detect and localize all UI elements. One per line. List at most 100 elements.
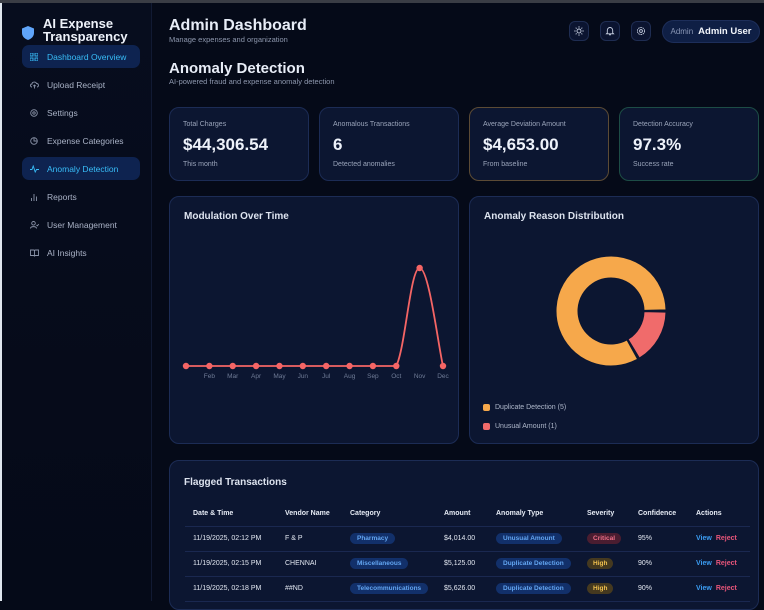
donut-chart-card: Anomaly Reason Distribution Duplicate De… bbox=[469, 196, 759, 444]
window-left-edge bbox=[0, 3, 2, 601]
settings-button[interactable] bbox=[631, 21, 651, 41]
reject-link[interactable]: Reject bbox=[715, 535, 737, 542]
sidebar-item-anomaly-detection[interactable]: Anomaly Detection bbox=[22, 157, 140, 180]
page-subtitle: Manage expenses and organization bbox=[169, 35, 288, 44]
stat-label: Total Charges bbox=[183, 121, 227, 128]
theme-toggle-button[interactable] bbox=[569, 21, 589, 41]
stat-card-average-deviation: Average Deviation Amount $4,653.00 From … bbox=[469, 107, 609, 181]
col-header: Category bbox=[342, 501, 436, 527]
stat-sub: Detected anomalies bbox=[333, 161, 395, 168]
data-point-feb bbox=[206, 362, 213, 370]
cell-vendor: CHENNAI bbox=[277, 551, 342, 577]
x-tick-label: Oct bbox=[391, 373, 401, 380]
cell-severity: High bbox=[579, 576, 630, 602]
sidebar-item-expense-categories[interactable]: Expense Categories bbox=[22, 129, 140, 152]
bar-chart-icon bbox=[29, 192, 39, 202]
severity-badge: High bbox=[587, 583, 614, 594]
user-menu[interactable]: Admin Admin User bbox=[662, 20, 760, 43]
sidebar: AI Expense Transparency Dashboard Overvi… bbox=[2, 3, 152, 601]
sidebar-item-dashboard-overview[interactable]: Dashboard Overview bbox=[22, 45, 140, 68]
cell-date: 11/19/2025, 02:12 PM bbox=[185, 526, 277, 552]
cell-confidence: 90% bbox=[630, 551, 688, 577]
stat-sub: This month bbox=[183, 161, 218, 168]
data-point-oct bbox=[393, 362, 400, 370]
data-point-mar bbox=[229, 362, 236, 370]
severity-badge: High bbox=[587, 558, 614, 569]
cell-type: Unusual Amount bbox=[488, 526, 579, 552]
legend-swatch bbox=[483, 423, 490, 430]
notifications-button[interactable] bbox=[600, 21, 620, 41]
gear-icon bbox=[29, 108, 39, 118]
cell-severity: High bbox=[579, 551, 630, 577]
reject-link[interactable]: Reject bbox=[715, 585, 737, 592]
data-point-dec bbox=[439, 362, 447, 370]
stat-label: Average Deviation Amount bbox=[483, 121, 566, 128]
view-link[interactable]: View bbox=[696, 560, 712, 567]
shield-icon bbox=[22, 26, 34, 40]
data-point-nov bbox=[416, 264, 423, 272]
data-point-may bbox=[276, 362, 283, 370]
page-title: Admin Dashboard bbox=[169, 17, 307, 34]
stat-value: $4,653.00 bbox=[483, 135, 559, 154]
cell-vendor: ##ND bbox=[277, 576, 342, 602]
line-chart-title: Modulation Over Time bbox=[184, 211, 289, 222]
legend-item-duplicate[interactable]: Duplicate Detection (5) bbox=[483, 404, 566, 411]
grid-icon bbox=[29, 52, 39, 62]
donut-slice-duplicate-detection bbox=[555, 255, 667, 367]
cell-type: Duplicate Detection bbox=[488, 551, 579, 577]
anomaly-type-chip: Unusual Amount bbox=[496, 533, 562, 544]
data-point-aug bbox=[346, 362, 353, 370]
cell-actions: View Reject bbox=[688, 576, 750, 602]
data-point-sep bbox=[369, 362, 377, 370]
upload-cloud-icon bbox=[29, 80, 39, 90]
x-tick-label: Apr bbox=[251, 373, 262, 380]
sidebar-item-label: Dashboard Overview bbox=[47, 51, 127, 62]
cell-confidence: 95% bbox=[630, 526, 688, 552]
cell-category: Pharmacy bbox=[342, 526, 436, 552]
cell-confidence: 90% bbox=[630, 576, 688, 602]
table-row: 11/19/2025, 02:18 PM ##ND Telecommunicat… bbox=[185, 576, 750, 602]
sidebar-item-ai-insights[interactable]: AI Insights bbox=[22, 241, 140, 264]
reject-link[interactable]: Reject bbox=[715, 560, 737, 567]
view-link[interactable]: View bbox=[696, 535, 712, 542]
sidebar-item-user-management[interactable]: User Management bbox=[22, 213, 140, 236]
sidebar-item-reports[interactable]: Reports bbox=[22, 185, 140, 208]
brand-title: AI Expense Transparency bbox=[43, 16, 128, 44]
x-tick-label: Dec bbox=[437, 373, 449, 380]
cell-date: 11/19/2025, 02:18 PM bbox=[185, 576, 277, 602]
cell-type: Duplicate Detection bbox=[488, 576, 579, 602]
stat-label: Detection Accuracy bbox=[633, 121, 693, 128]
legend-swatch bbox=[483, 404, 490, 411]
category-chip: Miscellaneous bbox=[350, 558, 409, 569]
data-point-jul bbox=[322, 362, 330, 370]
stat-card-detection-accuracy: Detection Accuracy 97.3% Success rate bbox=[619, 107, 759, 181]
sidebar-item-label: Anomaly Detection bbox=[47, 163, 119, 174]
sun-icon bbox=[574, 26, 584, 36]
book-icon bbox=[29, 248, 39, 258]
cell-amount: $5,626.00 bbox=[436, 576, 488, 602]
gear-icon bbox=[636, 26, 646, 36]
view-link[interactable]: View bbox=[696, 585, 712, 592]
legend-item-unusual[interactable]: Unusual Amount (1) bbox=[483, 423, 557, 430]
flagged-table: Date & Time Vendor Name Category Amount … bbox=[185, 501, 750, 602]
legend-label: Duplicate Detection (5) bbox=[495, 404, 567, 411]
category-chip: Telecommunications bbox=[350, 583, 429, 594]
cell-amount: $5,125.00 bbox=[436, 551, 488, 577]
users-icon bbox=[29, 220, 39, 230]
donut-slice-unusual-amount bbox=[627, 311, 667, 359]
x-tick-label: Aug bbox=[344, 373, 356, 380]
col-header: Vendor Name bbox=[277, 501, 342, 527]
table-row: 11/19/2025, 02:12 PM F & P Pharmacy $4,0… bbox=[185, 526, 750, 552]
brand: AI Expense Transparency bbox=[22, 17, 133, 43]
category-chip: Pharmacy bbox=[350, 533, 396, 544]
col-header: Anomaly Type bbox=[488, 501, 579, 527]
x-tick-label: Jul bbox=[322, 373, 331, 380]
donut-chart bbox=[555, 255, 667, 367]
sidebar-item-settings[interactable]: Settings bbox=[22, 101, 140, 124]
table-header-row: Date & Time Vendor Name Category Amount … bbox=[185, 501, 750, 527]
cell-category: Miscellaneous bbox=[342, 551, 436, 577]
cell-vendor: F & P bbox=[277, 526, 342, 552]
sidebar-item-upload-receipt[interactable]: Upload Receipt bbox=[22, 73, 140, 96]
col-header: Actions bbox=[688, 501, 750, 527]
sidebar-item-label: Upload Receipt bbox=[47, 79, 106, 90]
